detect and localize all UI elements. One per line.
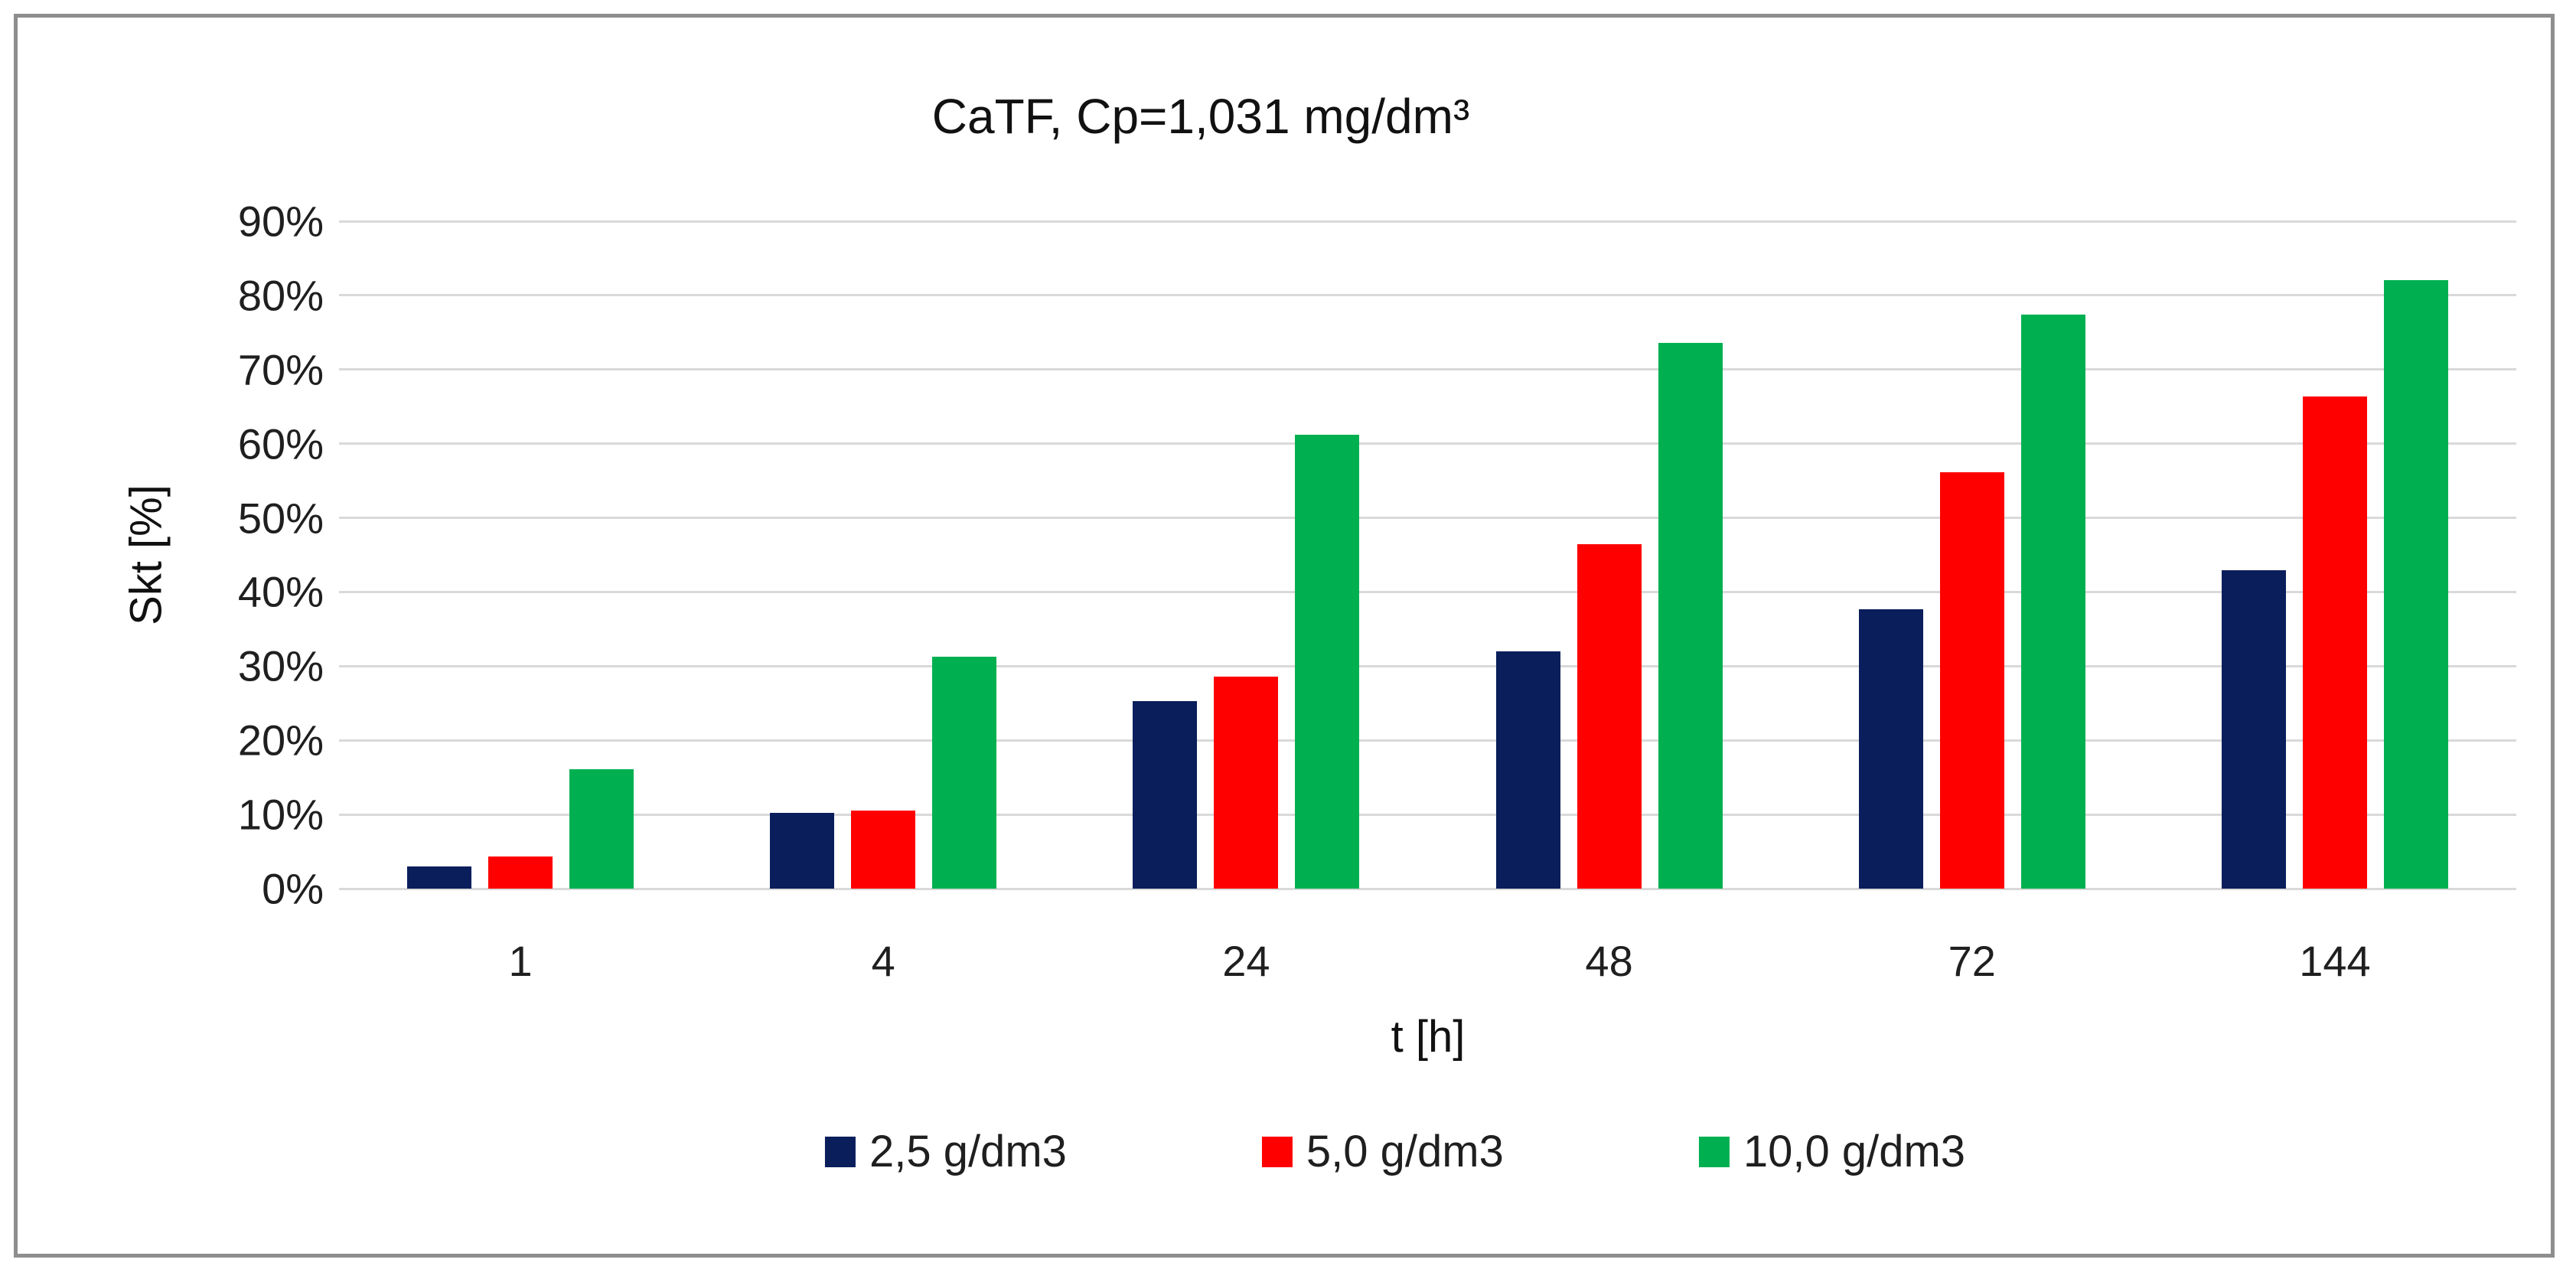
legend-label: 5,0 g/dm3 [1306, 1127, 1504, 1176]
legend-label: 10,0 g/dm3 [1743, 1127, 1966, 1176]
bar-2-5-g-dm3-t72 [1858, 609, 1923, 889]
legend-item-2-5-g-dm3: 2,5 g/dm3 [824, 1126, 1067, 1177]
y-tick-label-40%: 40% [237, 567, 324, 616]
x-tick-label-24: 24 [1222, 937, 1270, 985]
gridline-50% [339, 517, 2516, 520]
bar-2-5-g-dm3-t4 [770, 813, 835, 889]
bar-10-0-g-dm3-t24 [1295, 435, 1360, 889]
x-axis-title: t [h] [1391, 1012, 1466, 1062]
y-tick-label-20%: 20% [237, 716, 324, 765]
bar-10-0-g-dm3-t1 [569, 769, 634, 889]
bar-5-0-g-dm3-t144 [2302, 396, 2367, 889]
bar-10-0-g-dm3-t72 [2020, 315, 2085, 889]
x-tick-label-48: 48 [1585, 937, 1633, 985]
bar-5-0-g-dm3-t1 [488, 856, 553, 889]
y-tick-label-80%: 80% [237, 271, 324, 320]
y-tick-label-70%: 70% [237, 345, 324, 394]
bar-10-0-g-dm3-t48 [1658, 342, 1723, 889]
y-tick-label-30%: 30% [237, 641, 324, 690]
legend-item-5-0-g-dm3: 5,0 g/dm3 [1261, 1126, 1504, 1177]
plot-area [339, 220, 2516, 890]
y-tick-label-90%: 90% [237, 197, 324, 246]
legend-swatch-icon [1261, 1136, 1293, 1167]
x-tick-label-4: 4 [871, 937, 895, 985]
chart-frame: CaTF, Cp=1,031 mg/dm³ Skt [%] 0% 10% 20% 30… [14, 14, 2555, 1258]
bar-2-5-g-dm3-t48 [1495, 651, 1560, 889]
x-tick-label-144: 144 [2299, 937, 2371, 985]
bar-2-5-g-dm3-t144 [2221, 570, 2286, 889]
y-tick-label-50%: 50% [237, 494, 324, 543]
bar-5-0-g-dm3-t24 [1214, 676, 1279, 889]
bar-5-0-g-dm3-t72 [1939, 472, 2004, 889]
bar-2-5-g-dm3-t24 [1133, 700, 1198, 889]
x-tick-label-1: 1 [508, 937, 533, 985]
bar-5-0-g-dm3-t48 [1577, 544, 1642, 889]
gridline-60% [339, 442, 2516, 445]
legend-label: 2,5 g/dm3 [869, 1127, 1067, 1176]
gridline-0% [339, 887, 2516, 890]
gridline-10% [339, 813, 2516, 816]
gridline-70% [339, 368, 2516, 371]
legend-swatch-icon [824, 1136, 856, 1167]
x-tick-label-72: 72 [1948, 937, 1996, 985]
bar-5-0-g-dm3-t4 [851, 811, 916, 889]
y-tick-label-0%: 0% [262, 864, 324, 913]
y-tick-label-60%: 60% [237, 419, 324, 468]
legend: 2,5 g/dm3 5,0 g/dm3 10,0 g/dm3 [824, 1126, 1966, 1177]
legend-swatch-icon [1698, 1136, 1730, 1167]
bar-2-5-g-dm3-t1 [407, 866, 472, 889]
chart-title: CaTF, Cp=1,031 mg/dm³ [931, 89, 1470, 144]
bar-10-0-g-dm3-t144 [2383, 279, 2448, 889]
gridline-40% [339, 590, 2516, 593]
bar-10-0-g-dm3-t4 [932, 656, 997, 889]
gridline-90% [339, 220, 2516, 223]
gridline-80% [339, 294, 2516, 297]
gridline-30% [339, 664, 2516, 667]
gridline-20% [339, 739, 2516, 742]
legend-item-10-0-g-dm3: 10,0 g/dm3 [1698, 1126, 1966, 1177]
y-tick-label-10%: 10% [237, 790, 324, 839]
